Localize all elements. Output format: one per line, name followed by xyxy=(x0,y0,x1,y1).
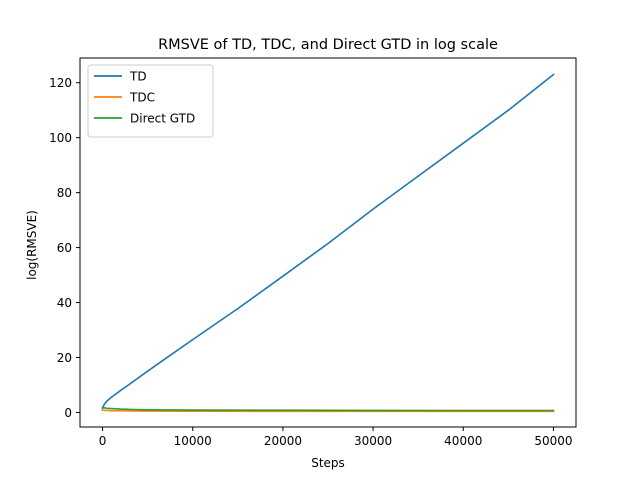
y-tick-label: 20 xyxy=(57,351,72,365)
x-tick-label: 50000 xyxy=(534,434,572,448)
y-tick-label: 60 xyxy=(57,241,72,255)
axes-layer: 0 10000 20000 30000 40000 50000 0 20 40 60 80 100 12… xyxy=(49,57,577,448)
y-tick-label: 100 xyxy=(49,131,72,145)
legend-label-0: TD xyxy=(129,70,147,84)
series-line-2 xyxy=(101,406,555,412)
x-tick-label: 40000 xyxy=(444,434,482,448)
y-tick-label: 40 xyxy=(57,296,72,310)
series-line-0 xyxy=(101,73,555,410)
x-tick-label: 20000 xyxy=(264,434,302,448)
y-axis-label: log(RMSVE) xyxy=(25,210,39,280)
y-tick-label: 120 xyxy=(49,76,72,90)
x-tick-label: 30000 xyxy=(354,434,392,448)
series-layer xyxy=(101,73,555,413)
x-tick-label: 0 xyxy=(99,434,107,448)
y-tick-label: 0 xyxy=(64,406,72,420)
x-tick-label: 10000 xyxy=(174,434,212,448)
legend-box xyxy=(87,64,214,138)
series-line-1 xyxy=(101,409,555,413)
y-tick-label: 80 xyxy=(57,186,72,200)
x-axis-label: Steps xyxy=(311,456,345,470)
legend-label-2: Direct GTD xyxy=(130,112,195,126)
chart-title: RMSVE of TD, TDC, and Direct GTD in log … xyxy=(158,37,498,53)
legend: TD TDC Direct GTD xyxy=(87,64,214,138)
axes-frame xyxy=(79,57,577,428)
legend-label-1: TDC xyxy=(129,91,155,105)
